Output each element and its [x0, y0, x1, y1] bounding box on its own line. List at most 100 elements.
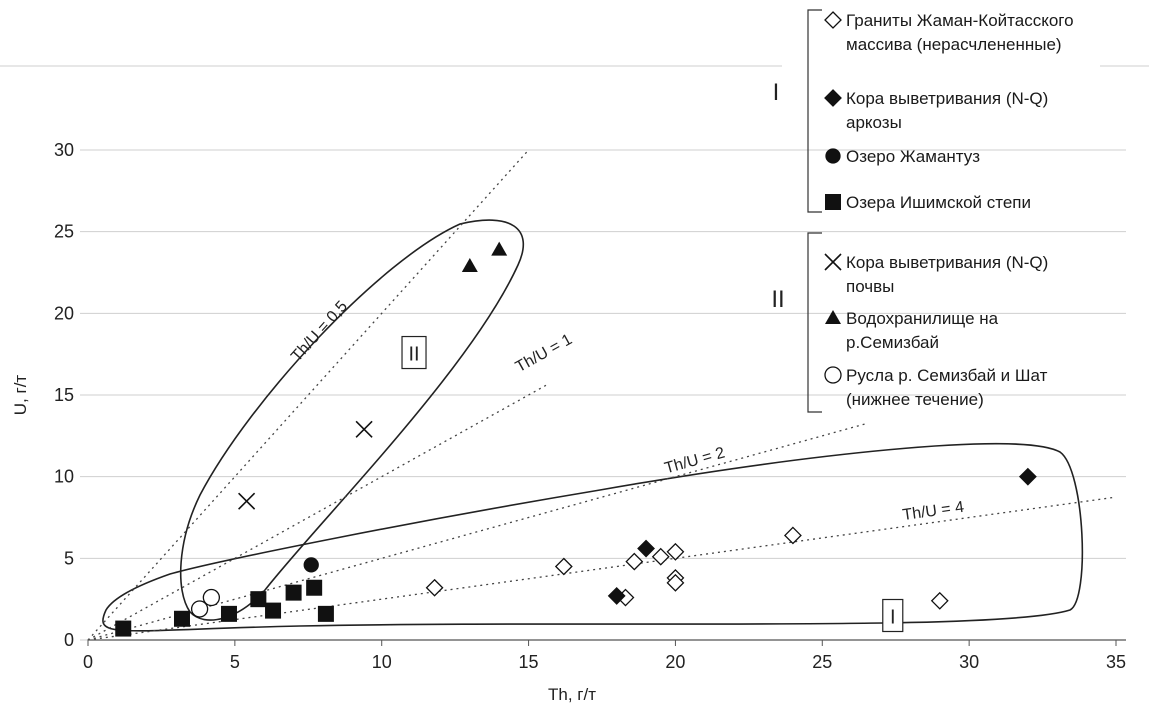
legend-bracket — [807, 232, 822, 413]
ref-line-th-u-4 — [87, 496, 1117, 641]
data-point-diamond-open — [651, 547, 670, 566]
field-label-box — [401, 335, 427, 370]
x-axis-label: Th, г/т — [548, 685, 596, 704]
data-point-circle-open — [202, 588, 221, 607]
legend: I Граниты Жаман-Койтасского массива (нерас… — [771, 9, 1074, 413]
data-point-diamond-filled — [637, 539, 655, 558]
legend-marker-diamond-open — [824, 11, 842, 29]
legend-entry-text: Кора выветривания (N-Q) — [846, 253, 1048, 272]
legend-entry: Кора выветривания (N-Q) аркозы — [824, 89, 1048, 132]
field-outline-II — [179, 219, 524, 621]
data-point-diamond-filled — [607, 586, 626, 605]
data-point-square-filled — [285, 584, 302, 601]
data-point-diamond-open — [930, 591, 949, 610]
ref-line-th-u-2 — [87, 422, 867, 641]
legend-marker-circle-filled — [825, 148, 841, 164]
legend-group-label: II — [771, 286, 784, 313]
data-point-square-filled — [317, 605, 334, 622]
data-point-triangle-filled — [491, 241, 508, 256]
x-tick-label: 15 — [519, 652, 539, 672]
series-circle-open — [190, 588, 221, 618]
axes: 0 5 10 15 20 25 30 0 5 10 15 20 25 30 35 Th, г/т U, г/т — [11, 140, 1126, 704]
data-point-square-filled — [265, 602, 282, 619]
data-point-x — [355, 420, 373, 438]
data-points — [115, 241, 1037, 637]
legend-group-I: I Граниты Жаман-Койтасского массива (нерас… — [773, 9, 1074, 213]
data-point-square-filled — [220, 605, 237, 622]
data-point-circle-open — [190, 600, 209, 618]
legend-entry: Озера Ишимской степи — [825, 193, 1031, 212]
x-tick-label: 35 — [1106, 652, 1126, 672]
ref-line-th-u-0-5 — [87, 149, 530, 641]
legend-bracket — [807, 9, 822, 213]
ref-line-th-u-1 — [87, 382, 550, 641]
legend-entry: Граниты Жаман-Койтасского массива (нерасч… — [824, 11, 1074, 54]
data-point-diamond-open — [625, 552, 644, 571]
ref-line-label: Th/U = 4 — [901, 499, 965, 524]
legend-group-II: II Кора выветривания (N-Q) почвы Водохранил… — [771, 232, 1048, 413]
y-tick-label: 10 — [54, 467, 74, 487]
data-point-square-filled — [173, 610, 190, 627]
data-point-diamond-open — [666, 573, 685, 592]
x-tick-label: 20 — [665, 652, 685, 672]
field-label-II: II — [408, 344, 419, 366]
series-x — [238, 420, 373, 510]
legend-entry-text: Русла р. Семизбай и Шат — [846, 366, 1048, 385]
legend-entry-text: Озеро Жамантуз — [846, 147, 980, 166]
field-label-I: I — [890, 607, 896, 629]
legend-entry-text: Кора выветривания (N-Q) — [846, 89, 1048, 108]
legend-marker-triangle-filled — [825, 310, 841, 324]
legend-entry-text: Граниты Жаман-Койтасского — [846, 11, 1074, 30]
data-point-triangle-filled — [461, 257, 478, 272]
data-point-diamond-open — [783, 526, 802, 545]
legend-entry-text: почвы — [846, 277, 894, 296]
ref-line-label: Th/U = 1 — [513, 331, 575, 376]
legend-entry-text: (нижнее течение) — [846, 390, 984, 409]
legend-entry-text: аркозы — [846, 113, 902, 132]
x-tick-label: 25 — [812, 652, 832, 672]
series-circle-filled — [303, 557, 319, 573]
x-tick-label: 30 — [959, 652, 979, 672]
legend-entry: Кора выветривания (N-Q) почвы — [824, 253, 1048, 296]
y-tick-label: 0 — [64, 630, 74, 650]
group-field-outlines — [102, 219, 1084, 632]
field-label-box — [882, 598, 904, 633]
x-tick-label: 10 — [372, 652, 392, 672]
legend-entry: Водохранилище на р.Семизбай — [825, 309, 999, 352]
data-point-diamond-open — [425, 578, 444, 597]
data-point-diamond-open — [666, 542, 685, 561]
legend-entry-text: Озера Ишимской степи — [846, 193, 1031, 212]
y-axis-label: U, г/т — [11, 375, 30, 416]
field-outline-I — [102, 442, 1084, 632]
legend-marker-square-filled — [825, 194, 841, 210]
data-point-diamond-filled — [1018, 467, 1037, 486]
ratio-reference-lines — [87, 149, 1117, 641]
legend-group-label: I — [773, 79, 780, 106]
data-point-square-filled — [306, 579, 323, 596]
gridlines — [0, 65, 1149, 641]
y-tick-label: 25 — [54, 222, 74, 242]
x-tick-label: 0 — [83, 652, 93, 672]
data-point-x — [238, 492, 256, 510]
y-tick-label: 15 — [54, 385, 74, 405]
legend-entry: Озеро Жамантуз — [825, 147, 980, 166]
data-point-diamond-open — [554, 557, 573, 576]
series-diamond-filled — [607, 467, 1037, 605]
legend-marker-diamond-filled — [824, 89, 842, 107]
series-triangle-filled — [461, 241, 508, 272]
legend-marker-circle-open — [824, 366, 842, 384]
data-point-square-filled — [115, 620, 132, 637]
y-tick-label: 30 — [54, 140, 74, 160]
legend-marker-x — [824, 253, 842, 271]
legend-entry: Русла р. Семизбай и Шат (нижнее течение) — [824, 366, 1048, 409]
legend-entry-text: р.Семизбай — [846, 333, 939, 352]
data-point-circle-filled — [303, 557, 319, 573]
x-tick-label: 5 — [230, 652, 240, 672]
legend-entry-text: массива (нерасчлененные) — [846, 35, 1062, 54]
ref-line-label: Th/U = 2 — [663, 444, 727, 477]
data-point-square-filled — [250, 591, 267, 608]
series-square-filled — [115, 579, 334, 637]
ref-line-label: Th/U = 0,5 — [288, 298, 351, 365]
legend-entry-text: Водохранилище на — [846, 309, 999, 328]
